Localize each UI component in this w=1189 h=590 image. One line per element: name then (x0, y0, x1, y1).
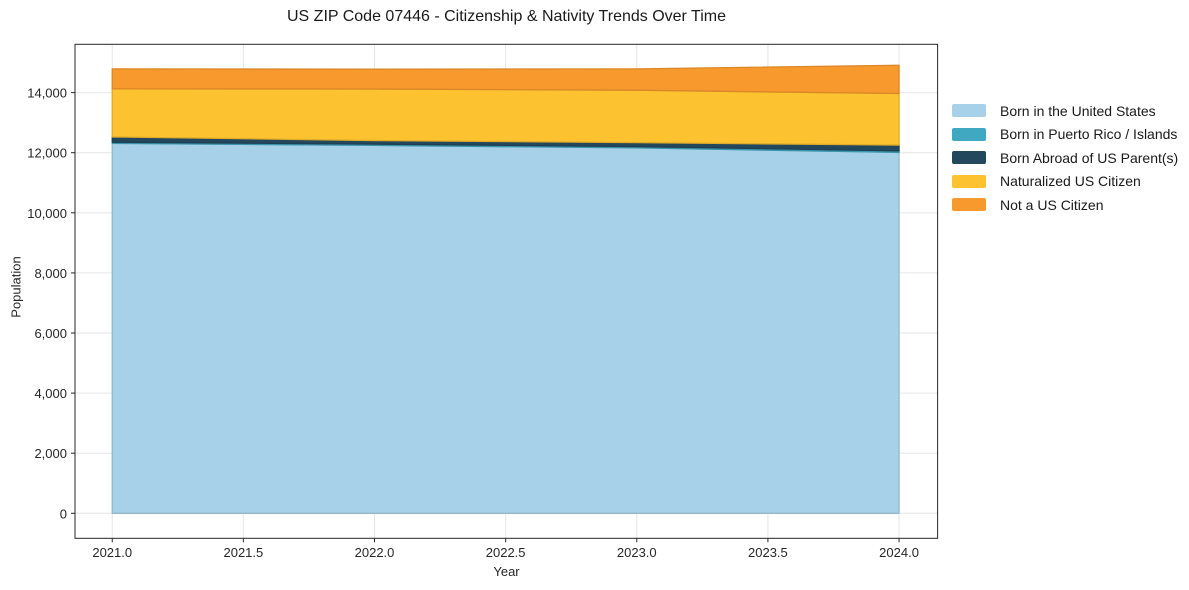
y-tick-label: 2,000 (34, 446, 67, 461)
legend-item: Born in the United States (952, 102, 1178, 119)
area-series-3 (111, 88, 900, 146)
y-tick-label: 8,000 (34, 266, 67, 281)
legend-label: Not a US Citizen (1000, 196, 1104, 213)
legend-swatch-icon (952, 174, 986, 188)
area-series-4 (111, 64, 900, 95)
x-tick-label: 2024.0 (879, 545, 919, 560)
legend-item: Born in Puerto Rico / Islands (952, 126, 1178, 142)
legend-swatch-icon (952, 151, 986, 164)
x-tick-label: 2023.5 (748, 545, 788, 560)
x-tick-label: 2021.5 (223, 545, 263, 560)
x-tick-label: 2023.0 (617, 545, 657, 560)
legend-label: Born in the United States (1000, 102, 1156, 119)
y-tick-label: 4,000 (34, 386, 67, 401)
y-tick-label: 14,000 (27, 86, 67, 101)
plot-frame (74, 43, 939, 539)
y-axis-label: Population (8, 256, 24, 318)
x-tick-label: 2021.0 (92, 545, 132, 560)
x-tick-label: 2022.5 (486, 545, 526, 560)
x-axis-label: Year (493, 564, 520, 579)
legend: Born in the United States Born in Puerto… (952, 102, 1179, 222)
legend-item: Not a US Citizen (952, 196, 1178, 213)
x-tick-label: 2022.0 (355, 545, 395, 560)
y-tick-label: 12,000 (27, 146, 67, 161)
y-tick-label: 6,000 (34, 326, 67, 341)
legend-item: Born Abroad of US Parent(s) (952, 149, 1179, 166)
y-tick-label: 10,000 (27, 206, 67, 221)
legend-label: Born Abroad of US Parent(s) (1000, 149, 1179, 166)
chart-title: US ZIP Code 07446 - Citizenship & Nativi… (287, 8, 726, 25)
legend-swatch-icon (952, 198, 986, 211)
y-tick-label: 0 (60, 506, 67, 521)
legend-label: Born in Puerto Rico / Islands (1000, 126, 1178, 142)
legend-label: Naturalized US Citizen (1000, 173, 1141, 189)
area-series-0 (111, 142, 900, 514)
legend-swatch-icon (952, 127, 986, 141)
legend-swatch-icon (952, 104, 986, 117)
legend-item: Naturalized US Citizen (952, 173, 1178, 189)
